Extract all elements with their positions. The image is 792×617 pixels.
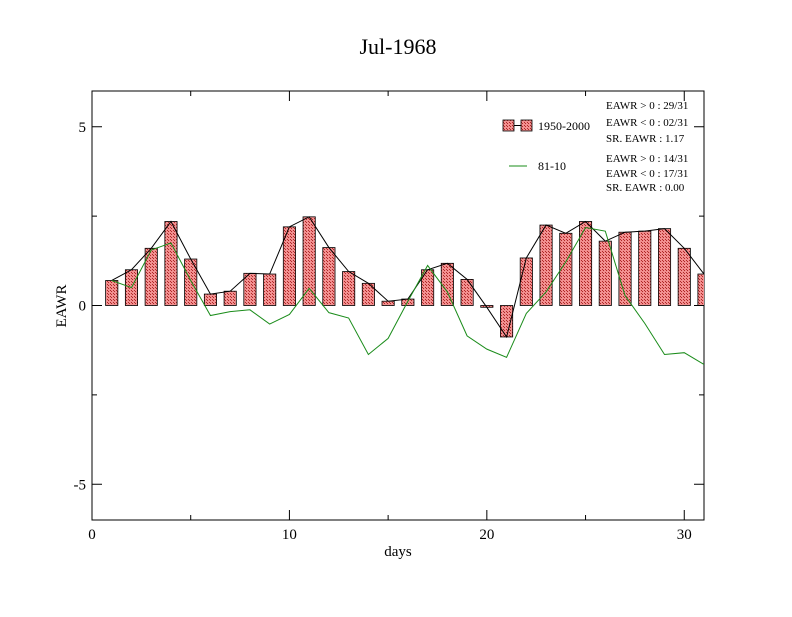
legend: 1950-2000 81-10 (502, 119, 590, 173)
bar-day-31 (697, 273, 704, 306)
x-tick-label: 0 (88, 527, 96, 543)
stats-recent-negative: EAWR < 0 : 17/31 (606, 168, 688, 180)
bar-day-22 (519, 257, 533, 306)
bar-day-7 (223, 290, 237, 306)
legend-bar-label: 1950-2000 (538, 119, 590, 133)
bar-day-3 (144, 247, 158, 306)
bar-day-18 (440, 262, 454, 306)
bar-day-4 (164, 221, 178, 306)
bar-day-15 (381, 300, 395, 306)
bar-day-30 (677, 247, 691, 306)
bar-day-29 (658, 228, 672, 306)
bar-day-26 (598, 240, 612, 306)
y-tick-label: 5 (79, 120, 87, 136)
bar-day-6 (203, 293, 217, 306)
y-tick-label: 0 (79, 299, 87, 315)
stats-recent-positive: EAWR > 0 : 14/31 (606, 153, 688, 165)
bar-day-24 (559, 232, 573, 306)
bar-day-23 (539, 224, 553, 306)
bar-day-1 (105, 280, 119, 306)
line-series (111, 216, 704, 365)
bar-day-12 (322, 247, 336, 306)
bar-day-28 (638, 230, 652, 306)
legend-bar-swatch-right (520, 119, 533, 132)
y-axis-label: EAWR (54, 285, 70, 328)
x-tick-label: 10 (282, 527, 297, 543)
bar-day-9 (263, 273, 277, 306)
bar-day-11 (302, 216, 316, 306)
chart-title: Jul-1968 (360, 34, 437, 59)
legend-bar-swatch-left (502, 119, 515, 132)
stats-all-positive: EAWR > 0 : 29/31 (606, 100, 688, 112)
bar-day-10 (282, 226, 296, 306)
bar-series (105, 216, 704, 338)
stats-recent-sr: SR. EAWR : 0.00 (606, 182, 685, 194)
series-line-81-10 (111, 227, 704, 365)
x-tick-label: 20 (479, 527, 494, 543)
axis-ticks: 0 10 20 30 -5 0 5 (74, 91, 704, 543)
bar-day-8 (243, 272, 257, 306)
series-line-1950-2000 (111, 216, 704, 339)
x-tick-label: 30 (677, 527, 692, 543)
stats-all-sr: SR. EAWR : 1.17 (606, 133, 685, 145)
stats-block: EAWR > 0 : 29/31 EAWR < 0 : 02/31 SR. EA… (606, 100, 688, 194)
bar-day-13 (342, 271, 356, 306)
y-tick-label: -5 (74, 477, 87, 493)
bar-day-19 (460, 278, 474, 306)
stats-all-negative: EAWR < 0 : 02/31 (606, 117, 688, 129)
legend-line-label: 81-10 (538, 159, 566, 173)
bar-day-17 (421, 269, 435, 306)
x-axis-label: days (384, 544, 412, 560)
